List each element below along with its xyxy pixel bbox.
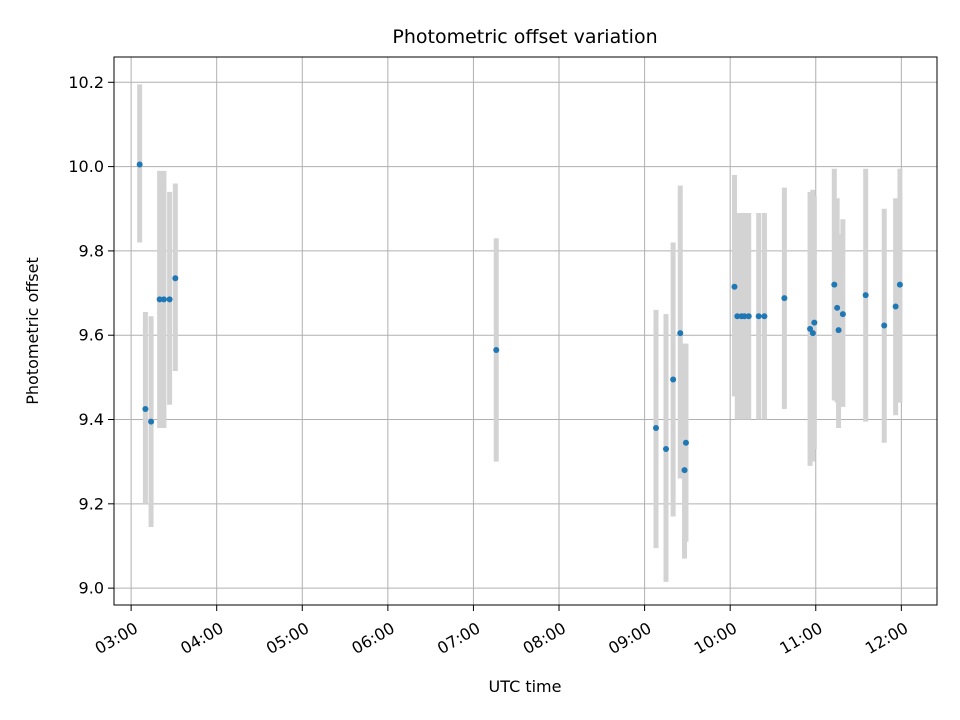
data-point xyxy=(172,275,179,282)
data-point xyxy=(811,319,818,326)
data-point xyxy=(892,303,899,310)
y-tick-label: 9.2 xyxy=(79,494,104,513)
data-point xyxy=(862,292,869,299)
data-point xyxy=(142,405,149,412)
data-point xyxy=(835,327,842,334)
data-point xyxy=(839,311,846,318)
data-point xyxy=(682,439,689,446)
data-point xyxy=(896,281,903,288)
data-point xyxy=(662,446,669,453)
data-point xyxy=(807,325,814,332)
data-point xyxy=(745,313,752,320)
data-point xyxy=(136,161,143,168)
data-point xyxy=(156,296,163,303)
data-point xyxy=(734,313,741,320)
y-tick-label: 9.6 xyxy=(79,326,104,345)
data-point xyxy=(148,418,155,425)
data-point xyxy=(834,304,841,311)
data-point xyxy=(831,281,838,288)
data-point xyxy=(761,313,768,320)
data-point xyxy=(741,313,748,320)
data-point xyxy=(731,283,738,290)
y-tick-label: 9.8 xyxy=(79,241,104,260)
data-point xyxy=(160,296,167,303)
y-axis-label: Photometric offset xyxy=(23,257,42,405)
y-tick-label: 9.4 xyxy=(79,410,104,429)
y-tick-label: 9.0 xyxy=(79,579,104,598)
data-point xyxy=(809,330,816,337)
data-point xyxy=(781,295,788,302)
data-point xyxy=(670,376,677,383)
plot-frame xyxy=(113,56,938,606)
chart-title: Photometric offset variation xyxy=(392,26,657,48)
data-point xyxy=(653,424,660,431)
data-point xyxy=(681,467,688,474)
y-tick-label: 10.0 xyxy=(68,157,104,176)
data-point xyxy=(881,322,888,329)
data-points xyxy=(136,161,903,474)
x-axis-label: UTC time xyxy=(489,677,562,696)
data-point xyxy=(493,346,500,353)
data-point xyxy=(755,313,762,320)
y-axis: 9.0 9.2 9.4 9.6 9.8 10.0 10.2 xyxy=(68,73,114,598)
data-point xyxy=(677,330,684,337)
data-point xyxy=(166,296,173,303)
y-tick-label: 10.2 xyxy=(68,73,104,92)
